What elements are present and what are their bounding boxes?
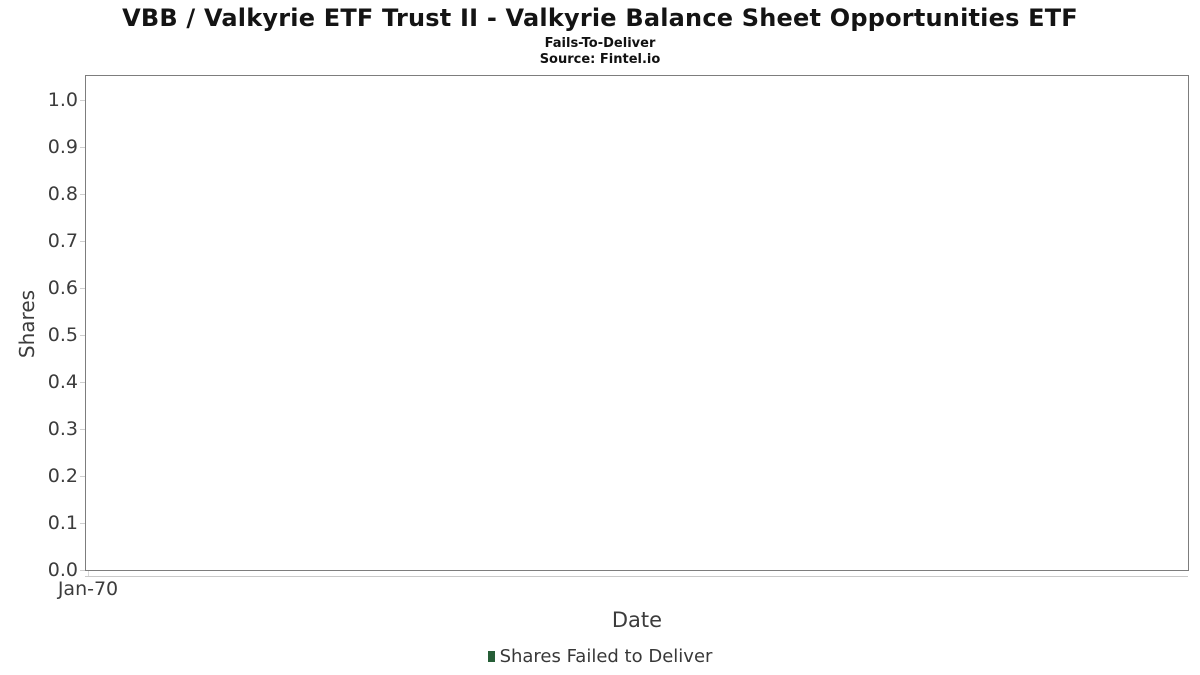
- y-tick-label: 0.4: [47, 371, 78, 393]
- chart-subtitle: Fails-To-Deliver: [544, 36, 656, 51]
- y-tick-label: 0.5: [47, 324, 78, 346]
- plot-area: [85, 75, 1189, 571]
- x-axis-line: [85, 576, 1188, 577]
- y-tick-label: 0.7: [47, 230, 78, 252]
- chart-title: VBB / Valkyrie ETF Trust II - Valkyrie B…: [122, 4, 1078, 32]
- y-tick-label: 1.0: [47, 89, 78, 111]
- y-tick-label: 0.0: [47, 559, 78, 581]
- x-tick-label: Jan-70: [57, 578, 119, 600]
- y-tick-label: 0.3: [47, 418, 78, 440]
- y-tick-label: 0.8: [47, 183, 78, 205]
- legend: Shares Failed to Deliver: [0, 646, 1200, 667]
- y-axis-title: Shares: [15, 289, 39, 359]
- x-axis-title: Date: [611, 608, 663, 632]
- legend-marker-icon: [487, 651, 495, 662]
- y-tick-label: 0.6: [47, 277, 78, 299]
- y-tick-label: 0.9: [47, 136, 78, 158]
- chart-source: Source: Fintel.io: [539, 52, 661, 67]
- legend-label: Shares Failed to Deliver: [499, 646, 713, 667]
- y-tick-label: 0.2: [47, 465, 78, 487]
- legend-item-shares-failed-to-deliver[interactable]: Shares Failed to Deliver: [487, 646, 713, 667]
- y-tick-label: 0.1: [47, 512, 78, 534]
